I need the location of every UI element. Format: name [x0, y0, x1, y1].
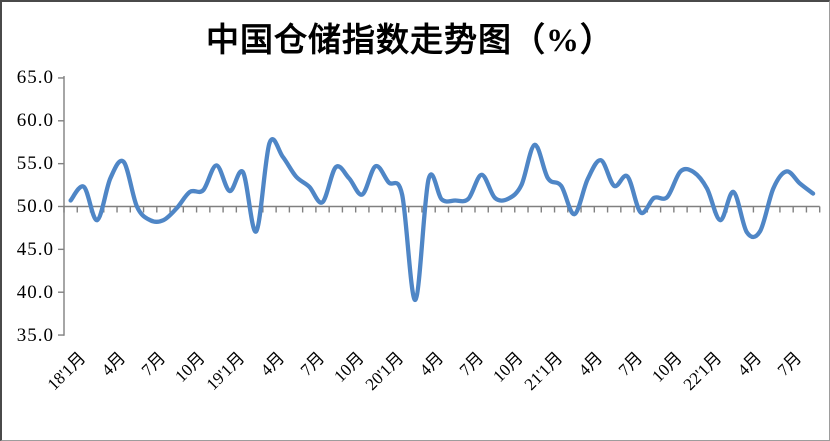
x-axis — [63, 205, 821, 213]
y-axis-tick-label: 40.0 — [16, 281, 54, 303]
chart-title: 中国仓储指数走势图（%） — [206, 23, 614, 59]
warehousing-index-line — [68, 137, 816, 303]
y-axis-tick-label: 35.0 — [16, 324, 54, 346]
y-axis-tick-label: 60.0 — [16, 110, 54, 132]
y-axis-tick-label: 55.0 — [16, 153, 54, 175]
y-axis-tick-label: 50.0 — [16, 196, 54, 217]
y-axis — [58, 75, 65, 336]
y-axis-tick-label: 45.0 — [16, 238, 54, 260]
y-axis-tick-label: 65.0 — [16, 67, 54, 89]
